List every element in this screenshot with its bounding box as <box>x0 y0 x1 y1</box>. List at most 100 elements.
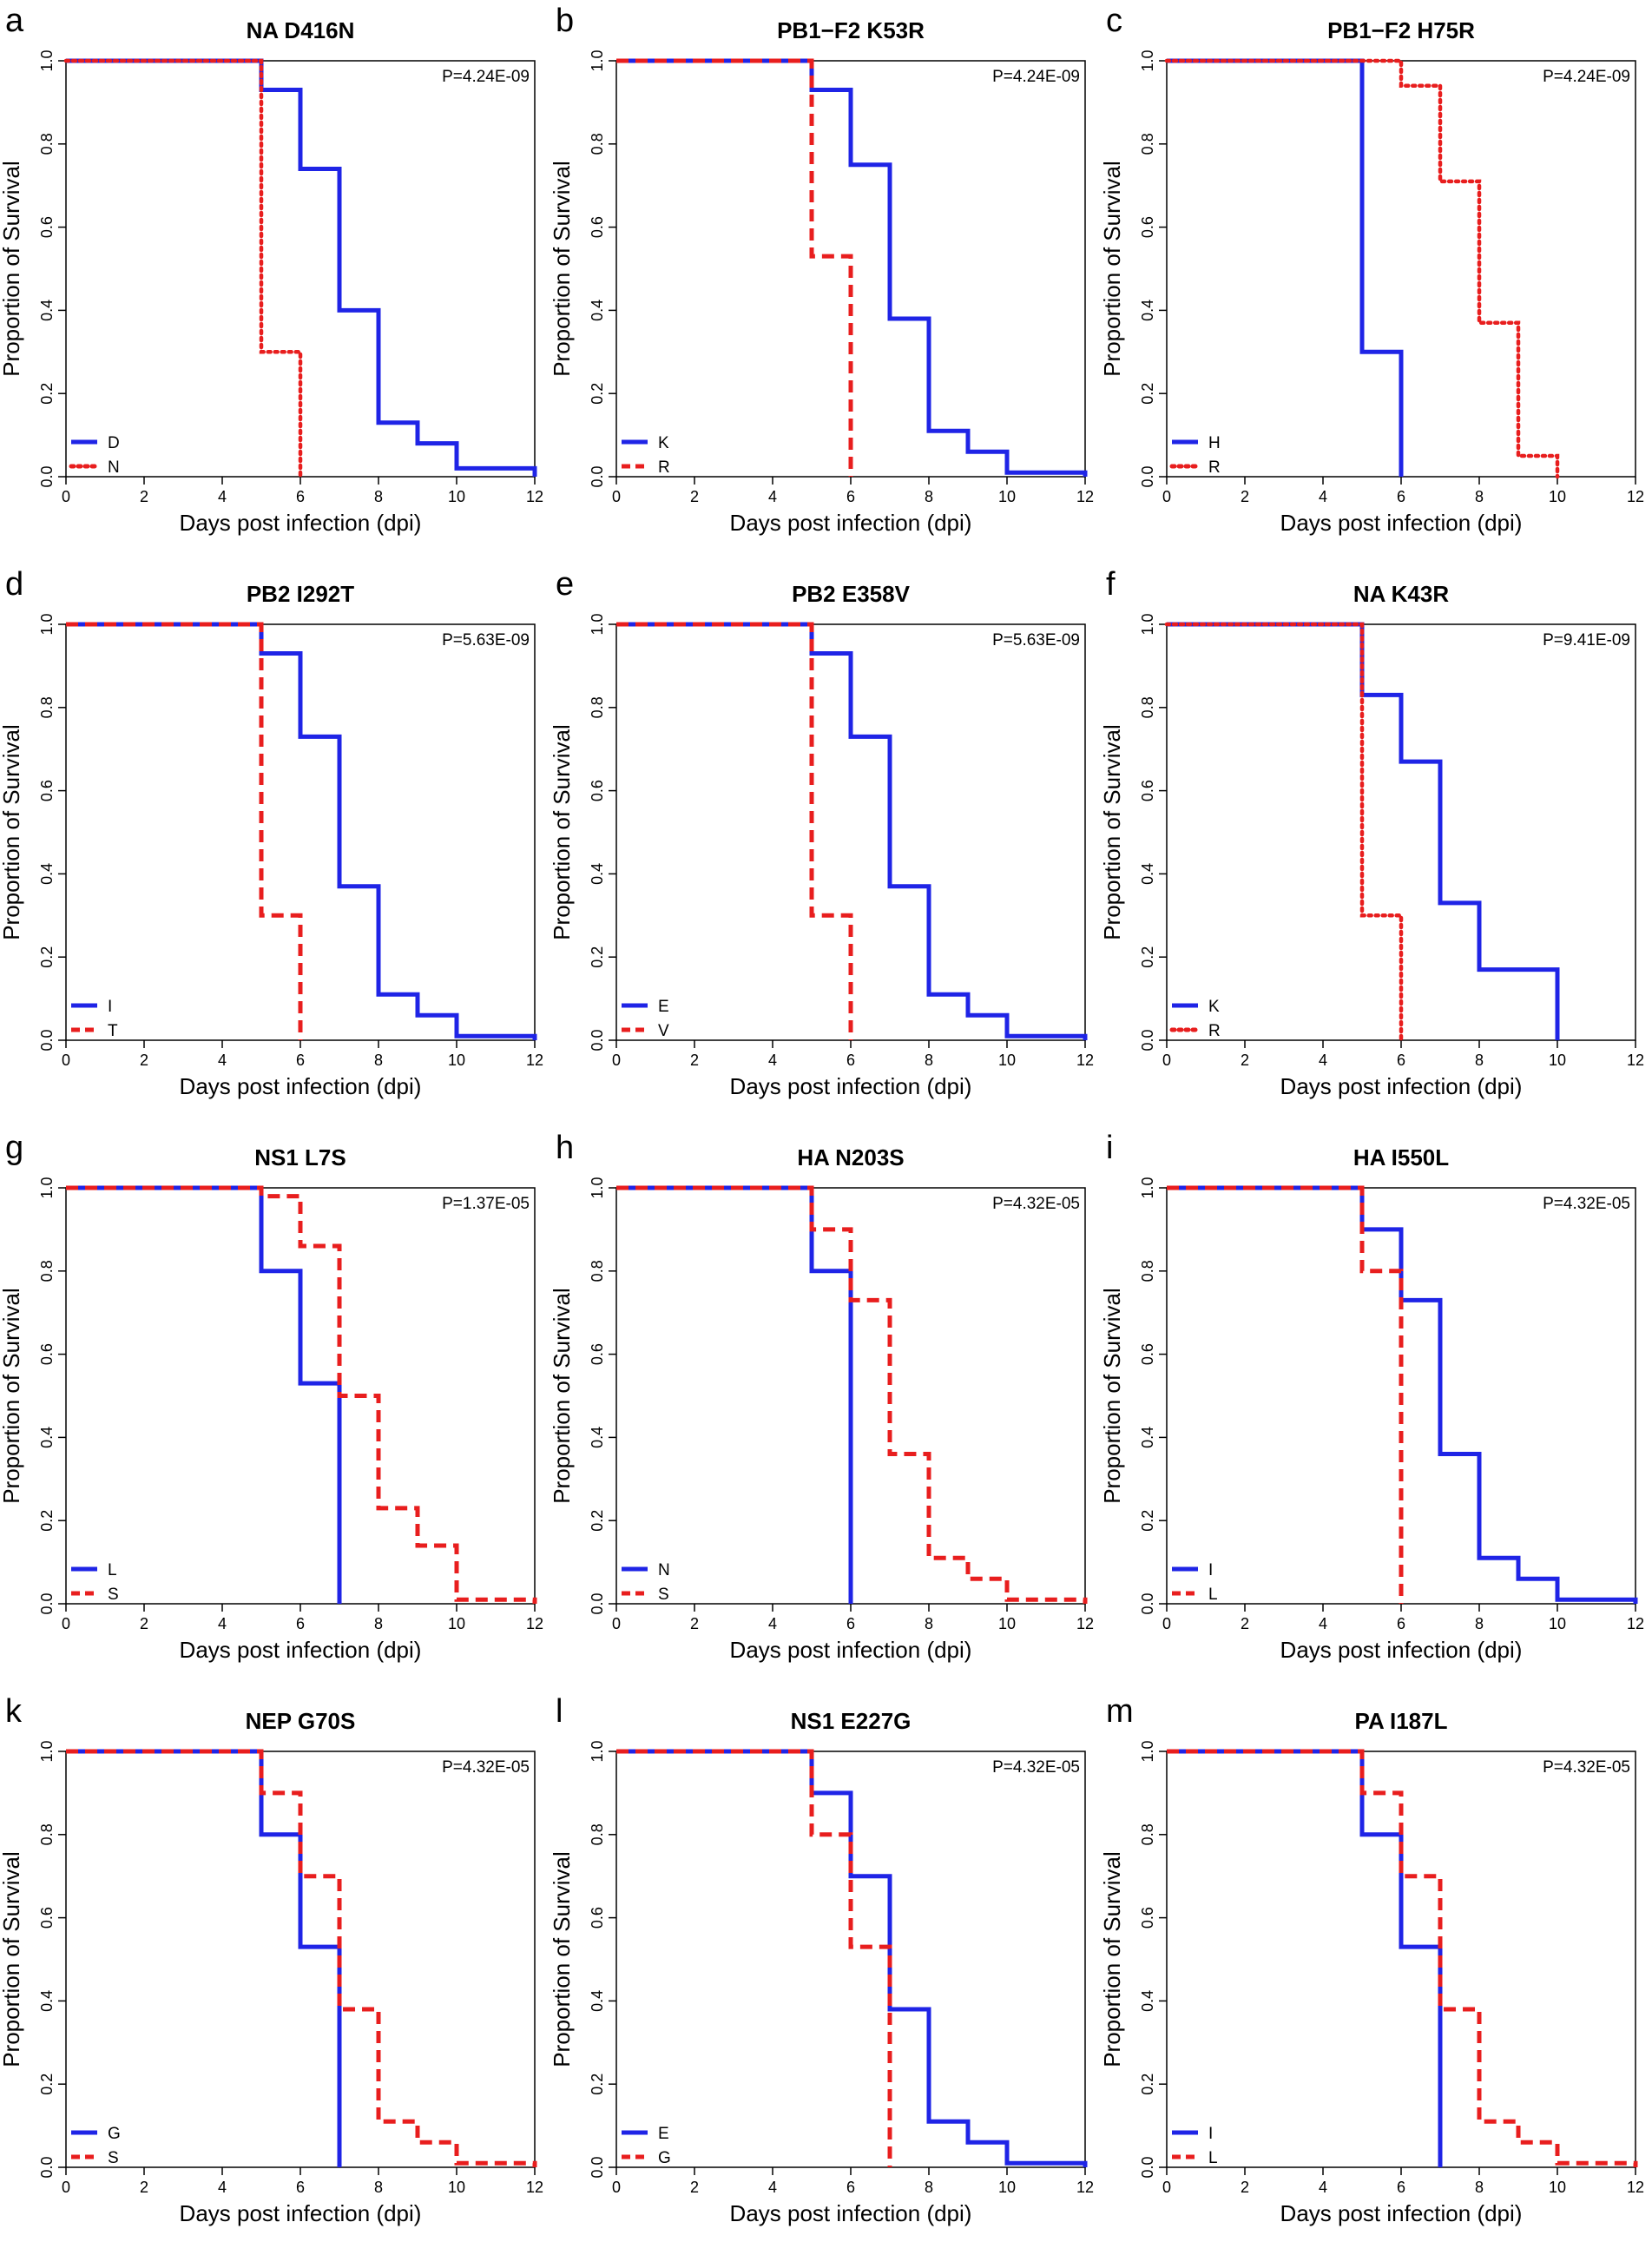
x-tick-label: 6 <box>296 1615 305 1632</box>
panel-title: NA D416N <box>247 17 355 43</box>
legend-label: E <box>658 2125 669 2143</box>
y-tick-label: 0.6 <box>589 1343 606 1365</box>
y-axis-label: Proportion of Survival <box>1099 724 1125 940</box>
survival-curve-R <box>1164 58 1560 479</box>
y-tick-label: 1.0 <box>1139 49 1156 71</box>
y-tick-label: 0.2 <box>38 383 56 405</box>
x-tick-label: 0 <box>1162 1615 1171 1632</box>
y-tick-label: 0.4 <box>38 300 56 321</box>
x-tick-label: 6 <box>846 1052 855 1069</box>
x-tick-label: 4 <box>768 1615 777 1632</box>
x-tick-label: 4 <box>1319 488 1327 505</box>
x-axis-label: Days post infection (dpi) <box>180 1637 422 1663</box>
survival-curve-H <box>1167 58 1404 477</box>
p-value: P=4.24E-09 <box>992 68 1080 86</box>
y-tick-label: 0.6 <box>1139 1907 1156 1929</box>
x-tick-label: 6 <box>296 1052 305 1069</box>
x-axis-label: Days post infection (dpi) <box>730 1637 972 1663</box>
legend-label: V <box>658 1022 669 1040</box>
p-value: P=4.32E-05 <box>442 1758 530 1777</box>
y-axis-label: Proportion of Survival <box>0 724 24 940</box>
survival-curve-S <box>66 1185 537 1604</box>
y-tick-label: 0.2 <box>38 2074 56 2095</box>
panel-title: NEP G70S <box>246 1708 356 1734</box>
x-tick-label: 10 <box>448 488 465 505</box>
panel-letter: h <box>556 1130 574 1166</box>
x-tick-label: 8 <box>374 488 383 505</box>
x-tick-label: 8 <box>925 1615 933 1632</box>
survival-curve-E <box>616 622 1088 1040</box>
panel-letter: l <box>556 1693 563 1730</box>
p-value: P=4.32E-05 <box>1543 1195 1630 1213</box>
x-tick-label: 4 <box>768 1052 777 1069</box>
x-tick-label: 8 <box>925 2179 933 2196</box>
x-tick-label: 4 <box>1319 2179 1327 2196</box>
x-tick-label: 6 <box>1397 488 1405 505</box>
survival-curve-L <box>1167 1185 1404 1604</box>
y-axis-label: Proportion of Survival <box>0 1851 24 2067</box>
x-tick-label: 2 <box>1241 488 1249 505</box>
y-tick-label: 0.6 <box>38 780 56 801</box>
y-tick-label: 1.0 <box>1139 1177 1156 1198</box>
panel-title: HA I550L <box>1353 1144 1449 1170</box>
survival-curve-K <box>616 58 1088 477</box>
survival-curve-D <box>66 58 537 477</box>
x-tick-label: 12 <box>1076 1052 1094 1069</box>
y-tick-label: 1.0 <box>38 1740 56 1762</box>
x-axis-label: Days post infection (dpi) <box>1280 1073 1523 1099</box>
survival-curve-I <box>1167 1185 1638 1604</box>
p-value: P=4.24E-09 <box>442 68 530 86</box>
plot-frame <box>65 1187 536 1605</box>
x-tick-label: 10 <box>448 1615 465 1632</box>
x-tick-label: 0 <box>612 2179 621 2196</box>
panel-letter: g <box>5 1130 23 1166</box>
panel-title: PA I187L <box>1355 1708 1448 1734</box>
panel-letter: k <box>5 1693 23 1730</box>
y-tick-label: 0.0 <box>38 2156 56 2178</box>
x-axis-label: Days post infection (dpi) <box>730 1073 972 1099</box>
y-tick-label: 0.4 <box>38 863 56 885</box>
x-tick-label: 0 <box>1162 488 1171 505</box>
x-tick-label: 4 <box>1319 1615 1327 1632</box>
y-tick-label: 0.0 <box>38 465 56 487</box>
panel-title: NA K43R <box>1353 581 1450 607</box>
legend-label: K <box>1208 998 1220 1016</box>
survival-curve-S <box>616 1185 1088 1604</box>
x-tick-label: 2 <box>1241 1615 1249 1632</box>
legend-label: K <box>658 434 669 452</box>
x-tick-label: 12 <box>1627 1052 1644 1069</box>
panel-title: NS1 E227G <box>791 1708 912 1734</box>
x-tick-label: 2 <box>690 488 699 505</box>
legend-label: N <box>108 458 120 477</box>
p-value: P=4.32E-05 <box>992 1758 1080 1777</box>
panel-letter: b <box>556 3 574 39</box>
y-axis-label: Proportion of Survival <box>549 1288 575 1504</box>
y-tick-label: 0.2 <box>1139 1510 1156 1532</box>
x-tick-label: 12 <box>1627 2179 1644 2196</box>
x-tick-label: 8 <box>374 1615 383 1632</box>
y-tick-label: 0.0 <box>1139 2156 1156 2178</box>
survival-curve-E <box>616 1749 1088 2167</box>
legend-label: I <box>1208 1561 1213 1579</box>
legend-label: L <box>108 1561 117 1579</box>
x-tick-label: 4 <box>218 488 227 505</box>
x-tick-label: 4 <box>768 488 777 505</box>
panel-letter: e <box>556 566 574 603</box>
y-tick-label: 0.6 <box>589 1907 606 1929</box>
y-tick-label: 0.0 <box>589 2156 606 2178</box>
y-tick-label: 0.6 <box>589 216 606 238</box>
y-tick-label: 0.8 <box>38 1260 56 1282</box>
x-tick-label: 2 <box>140 1052 148 1069</box>
panel-title: PB1−F2 K53R <box>777 17 925 43</box>
y-tick-label: 0.8 <box>1139 696 1156 718</box>
survival-curve-L <box>1167 1749 1638 2167</box>
x-tick-label: 8 <box>1475 1052 1484 1069</box>
survival-curve-I <box>66 622 537 1040</box>
x-tick-label: 2 <box>690 1615 699 1632</box>
x-tick-label: 8 <box>925 488 933 505</box>
x-tick-label: 10 <box>998 1052 1016 1069</box>
x-tick-label: 2 <box>140 488 148 505</box>
y-tick-label: 0.6 <box>1139 1343 1156 1365</box>
legend-label: R <box>658 458 670 477</box>
p-value: P=9.41E-09 <box>1543 631 1630 649</box>
